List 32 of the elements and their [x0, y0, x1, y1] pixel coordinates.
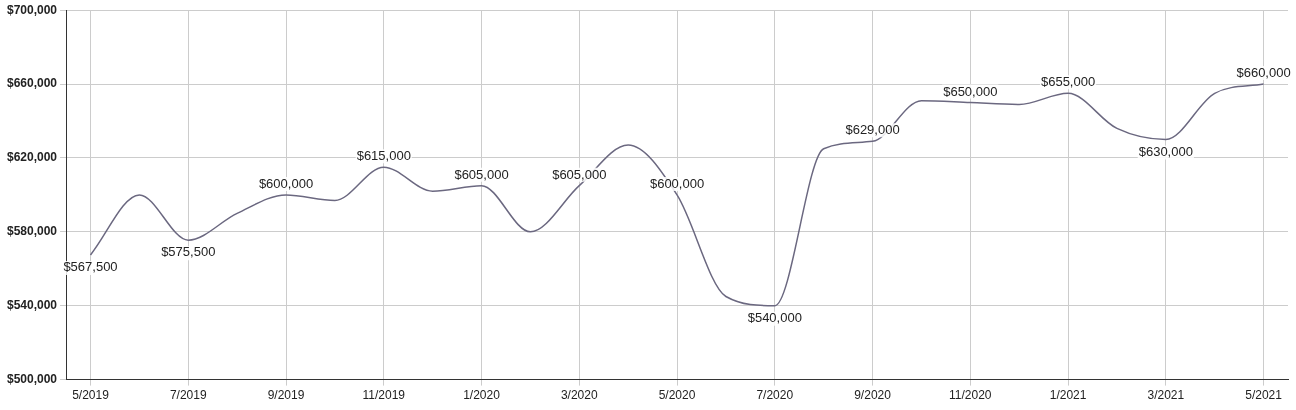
data-label: $605,000	[454, 166, 509, 182]
data-label: $650,000	[943, 83, 998, 99]
x-tick-label: 5/2021	[1245, 388, 1283, 403]
y-tick-label: $540,000	[6, 298, 58, 313]
data-label: $629,000	[845, 122, 900, 138]
x-tick-label: 5/2020	[658, 388, 696, 403]
x-tick-label: 5/2019	[72, 388, 110, 403]
data-label: $660,000	[1236, 65, 1291, 81]
y-tick-label: $700,000	[6, 2, 58, 17]
x-tick-label: 11/2020	[949, 388, 992, 403]
x-tick-label: 7/2020	[756, 388, 794, 403]
y-tick-label: $660,000	[6, 76, 58, 91]
data-label: $630,000	[1138, 143, 1193, 159]
y-tick-label: $580,000	[6, 224, 58, 239]
data-label: $600,000	[258, 175, 314, 191]
y-tick-label: $620,000	[6, 150, 58, 165]
data-label: $605,000	[552, 166, 607, 182]
x-tick-label: 9/2020	[854, 388, 892, 403]
x-tick-label: 1/2021	[1049, 388, 1087, 403]
data-label: $615,000	[356, 148, 411, 164]
y-tick-label: $500,000	[6, 371, 58, 386]
data-label: $600,000	[649, 175, 705, 191]
x-tick-label: 1/2020	[463, 388, 501, 403]
x-tick-label: 3/2020	[560, 388, 598, 403]
data-label: $655,000	[1040, 74, 1096, 90]
data-label: $540,000	[747, 309, 802, 325]
x-tick-label: 3/2021	[1147, 388, 1185, 403]
x-tick-label: 7/2019	[169, 388, 207, 403]
data-label: $575,500	[161, 244, 216, 260]
x-tick-label: 11/2019	[362, 388, 406, 403]
x-tick-label: 9/2019	[267, 388, 305, 403]
data-label: $567,500	[63, 259, 118, 275]
